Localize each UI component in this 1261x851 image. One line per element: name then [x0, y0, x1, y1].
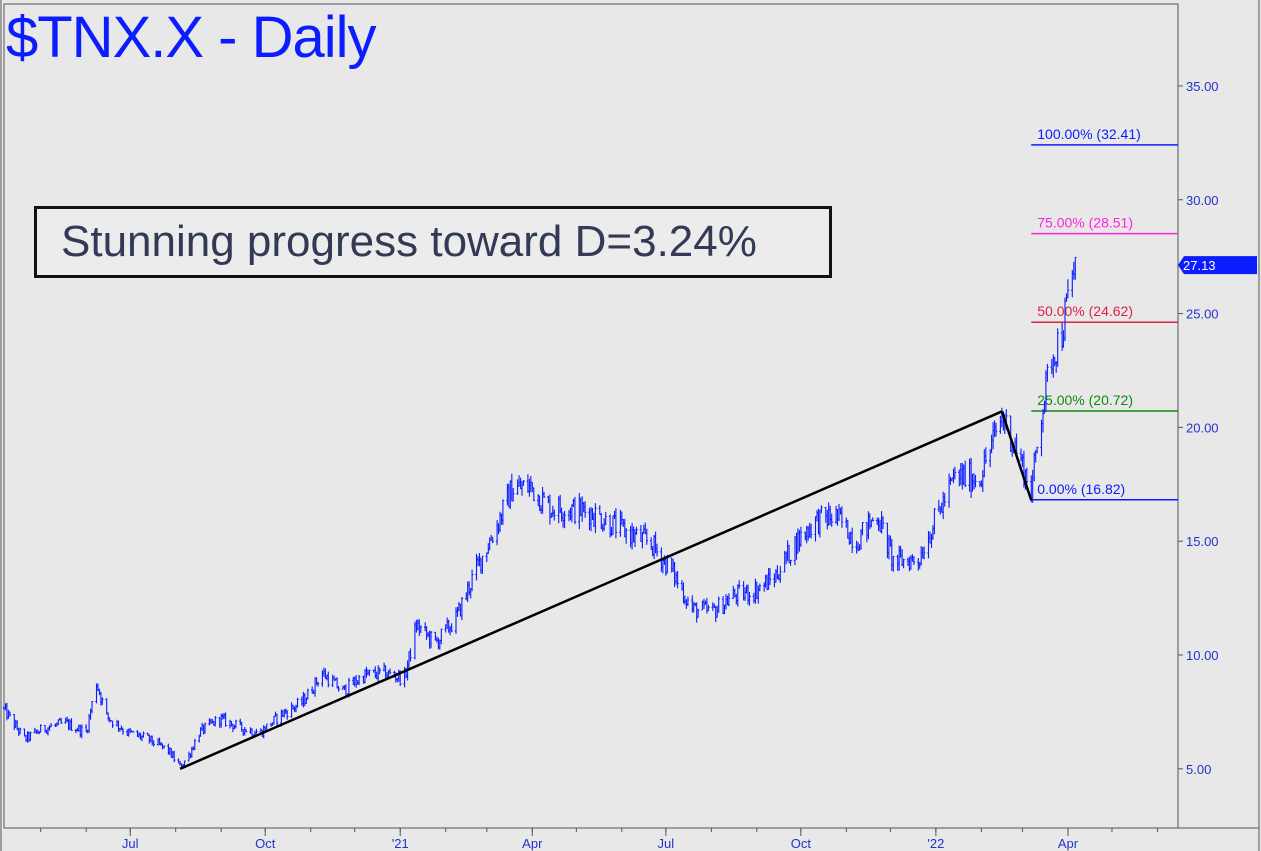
fib-level-label: 100.00% (32.41): [1037, 126, 1141, 142]
last-price-tag: [1178, 256, 1257, 275]
y-tick-label: 5.00: [1186, 762, 1211, 777]
y-tick-label: 15.00: [1186, 534, 1219, 549]
fib-level-label: 50.00% (24.62): [1037, 303, 1133, 319]
y-tick-label: 30.00: [1186, 193, 1219, 208]
x-tick-label: '21: [392, 836, 409, 851]
fib-level-label: 25.00% (20.72): [1037, 392, 1133, 408]
chart-title: $TNX.X - Daily: [6, 5, 377, 70]
annotation-box: Stunning progress toward D=3.24%: [34, 206, 832, 278]
trendline: [1000, 411, 1033, 501]
annotation-text: Stunning progress toward D=3.24%: [61, 217, 757, 266]
x-tick-label: Apr: [1058, 836, 1079, 851]
fib-level-label: 0.00% (16.82): [1037, 481, 1125, 497]
x-tick-label: '22: [927, 836, 944, 851]
price-bars: [2, 256, 1077, 769]
x-tick-label: Apr: [522, 836, 543, 851]
y-tick-label: 25.00: [1186, 307, 1219, 322]
plot-frame: [3, 3, 1179, 829]
x-tick-label: Jul: [122, 836, 139, 851]
y-tick-label: 20.00: [1186, 420, 1219, 435]
trendline: [179, 410, 1003, 770]
y-tick-label: 35.00: [1186, 79, 1219, 94]
x-tick-label: Oct: [255, 836, 276, 851]
x-tick-label: Oct: [791, 836, 812, 851]
x-tick-label: Jul: [658, 836, 675, 851]
y-tick-label: 10.00: [1186, 648, 1219, 663]
fib-level-label: 75.00% (28.51): [1037, 215, 1133, 231]
last-price-label: 27.13: [1183, 258, 1216, 273]
